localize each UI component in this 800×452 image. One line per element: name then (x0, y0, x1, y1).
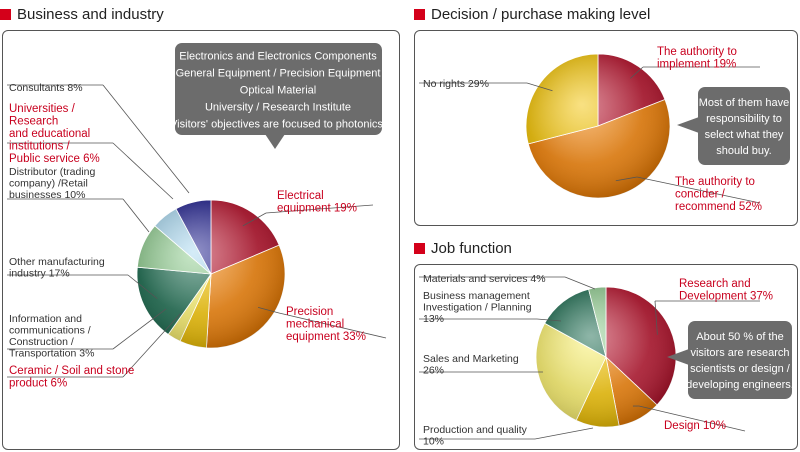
slice-label: Information and communications / Construct… (9, 313, 94, 360)
leader-line (112, 142, 174, 200)
slice-label: Research and Development 37% (679, 278, 773, 303)
slice-label: Consultants 8% (9, 82, 83, 94)
decision-heading: Decision / purchase making level (414, 7, 650, 23)
slice-label: Ceramic / Soil and stone product 6% (9, 365, 134, 390)
callout-text: Electronics and Electronics Components (179, 50, 377, 62)
slice-label: Design 10% (664, 420, 726, 432)
callout-text: should buy. (716, 145, 771, 157)
label-underline (638, 405, 746, 432)
label-underline (636, 176, 761, 204)
business-heading: Business and industry (0, 7, 164, 23)
callout-text: Visitors' objectives are focused to phot… (170, 118, 386, 130)
leader-line (122, 312, 182, 378)
slice-label: Precision mechanical equipment 33% (286, 306, 366, 343)
job-pie-chart: Research and Development 37% Design 10% Pro… (419, 273, 794, 448)
callout-bubble: About 50 % of the visitors are research sc… (667, 321, 794, 399)
callout-text: visitors are research (690, 347, 789, 359)
leader-line (102, 84, 190, 194)
business-title: Business and industry (17, 6, 164, 23)
slice-label: Production and quality 10% (423, 424, 528, 448)
callout-text: Most of them have (699, 97, 790, 109)
heading-marker (0, 9, 11, 20)
decision-title: Decision / purchase making level (431, 6, 651, 23)
callout-text: General Equipment / Precision Equipment (176, 67, 381, 79)
slice-label: The authority to implement 19% (657, 46, 737, 71)
leader-line (112, 308, 167, 350)
slice-label: Distributor (trading company) /Retail busi… (9, 166, 96, 201)
leader-line (242, 212, 267, 227)
decision-pie-chart: The authority to implement 19% The authori… (419, 46, 790, 213)
callout-text: responsibility to (706, 113, 782, 125)
leader-line (630, 66, 644, 79)
slice-label: Sales and Marketing 26% (423, 353, 519, 377)
leader-line (127, 274, 158, 300)
decision-panel: The authority to implement 19% The authori… (414, 30, 798, 226)
job-heading: Job function (414, 241, 512, 257)
callout-text: scientists or design / (690, 363, 791, 375)
job-title: Job function (431, 240, 512, 257)
slice-label: Electrical equipment 19% (277, 190, 357, 215)
job-panel: Research and Development 37% Design 10% Pro… (414, 264, 798, 450)
callout-text: select what they (705, 129, 784, 141)
leader-line (122, 198, 150, 233)
leader-line (615, 176, 638, 182)
leader-line (534, 427, 594, 440)
callout-text: developing engineers. (686, 379, 794, 391)
slice-label: Other manufacturing industry 17% (9, 256, 105, 280)
business-pie-chart: Electrical equipment 19% Precision mechanic… (7, 43, 387, 390)
leader-line (526, 82, 553, 92)
slice-label: The authority to concider / recommend 52% (675, 176, 762, 213)
label-underline (265, 204, 374, 214)
heading-marker (414, 243, 425, 254)
callout-text: University / Research Institute (205, 101, 351, 113)
slice-label: No rights 29% (423, 78, 489, 90)
callout-bubble: Electronics and Electronics Components Ge… (170, 43, 386, 149)
leader-line (258, 306, 280, 314)
leader-line (536, 318, 562, 322)
slice-label: Business management Investigation / Plann… (423, 290, 532, 325)
callout-bubble: Most of them have responsibility to select… (677, 87, 790, 165)
slice-label: Materials and services 4% (423, 273, 546, 285)
heading-marker (414, 9, 425, 20)
slice-label: Universities / Research and educational ins… (9, 103, 100, 165)
callout-text: About 50 % of the (696, 331, 783, 343)
leader-line (654, 300, 658, 335)
label-underline (278, 312, 387, 339)
callout-text: Optical Material (240, 84, 316, 96)
business-panel: Electrical equipment 19% Precision mechanic… (2, 30, 400, 450)
leader-line (564, 276, 596, 290)
